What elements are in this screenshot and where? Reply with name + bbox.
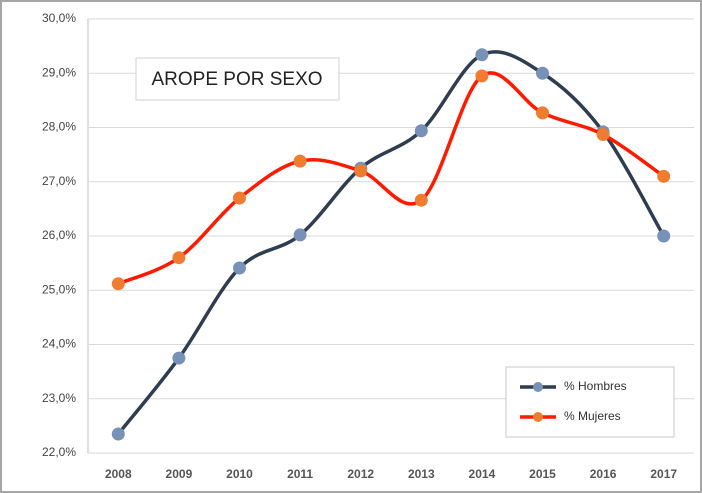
legend-label: % Mujeres [564,409,621,423]
data-point [475,69,489,83]
x-tick-label: 2013 [408,467,435,481]
x-tick-label: 2016 [590,467,617,481]
y-tick-label: 23,0% [42,391,76,405]
x-tick-label: 2014 [469,467,496,481]
x-tick-label: 2009 [166,467,193,481]
legend-box [505,366,675,438]
legend-marker [533,382,543,392]
x-tick-label: 2011 [287,467,313,481]
y-tick-label: 26,0% [42,228,76,242]
data-point [293,228,307,242]
legend-label: % Hombres [564,379,627,393]
data-point [475,48,489,62]
chart-title: AROPE POR SEXO [151,69,322,90]
x-tick-label: 2017 [650,467,677,481]
data-point [354,164,368,178]
data-point [536,66,549,80]
y-tick-label: 24,0% [42,337,76,351]
data-point [293,154,307,168]
y-tick-label: 28,0% [42,120,76,134]
data-point [657,229,671,243]
data-point [536,106,549,120]
legend-marker [533,412,543,422]
series-line [116,50,666,436]
y-tick-label: 29,0% [42,65,76,79]
data-point [172,351,186,365]
data-point [233,261,246,275]
data-point [111,427,125,441]
data-point [233,191,246,205]
title-box [135,57,340,101]
y-tick-label: 27,0% [42,174,76,188]
data-point [414,124,428,138]
series-line [117,71,665,286]
y-tick-label: 25,0% [42,282,76,296]
x-tick-label: 2012 [347,467,374,481]
data-point [414,193,428,207]
data-point [111,277,125,291]
data-point [172,251,186,265]
x-tick-label: 2015 [529,467,556,481]
y-tick-label: 22,0% [42,445,76,459]
x-tick-label: 2008 [105,467,132,481]
y-tick-label: 30,0% [42,11,76,25]
data-point [657,169,671,183]
x-tick-label: 2010 [226,467,253,481]
data-point [596,128,610,142]
